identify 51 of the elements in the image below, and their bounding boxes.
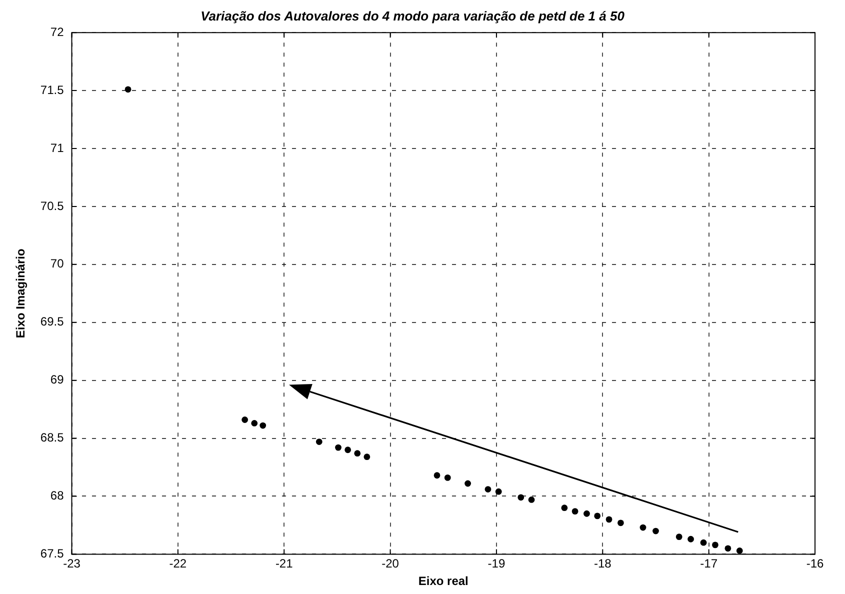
point bbox=[260, 422, 266, 429]
point bbox=[688, 536, 694, 542]
y-tick-label: 70 bbox=[50, 256, 64, 271]
x-tick-label: -23 bbox=[63, 556, 81, 571]
y-tick-label: 70.5 bbox=[40, 198, 64, 213]
point bbox=[652, 528, 659, 534]
point bbox=[617, 520, 624, 526]
x-tick-label: -19 bbox=[488, 556, 506, 571]
y-tick-label: 72 bbox=[50, 24, 64, 39]
point bbox=[572, 508, 578, 515]
point bbox=[464, 480, 471, 487]
point bbox=[606, 516, 612, 523]
point bbox=[354, 450, 361, 457]
x-tick-label: -21 bbox=[275, 556, 294, 571]
y-tick-label: 69 bbox=[50, 372, 64, 387]
point bbox=[251, 420, 258, 426]
x-axis-title: Eixo real bbox=[418, 574, 468, 588]
point bbox=[316, 438, 322, 445]
point bbox=[594, 512, 601, 520]
x-tick-label: -22 bbox=[169, 556, 187, 571]
y-tick-label: 68 bbox=[50, 488, 64, 503]
point bbox=[242, 416, 248, 423]
point bbox=[528, 496, 535, 503]
point bbox=[700, 539, 707, 546]
point bbox=[561, 504, 568, 512]
point bbox=[712, 542, 718, 548]
point bbox=[736, 548, 743, 554]
x-tick-label: -20 bbox=[382, 556, 400, 571]
x-tick-label: -17 bbox=[700, 556, 718, 571]
point bbox=[124, 86, 132, 93]
point bbox=[364, 454, 370, 460]
y-tick-label: 68.5 bbox=[40, 430, 64, 445]
point bbox=[584, 510, 590, 517]
point bbox=[518, 494, 524, 501]
point bbox=[495, 488, 502, 495]
chart-title: Variação dos Autovalores do 4 modo para variação de petd de 1 á 50 bbox=[200, 8, 626, 24]
y-tick-label: 69.5 bbox=[40, 314, 64, 329]
point bbox=[724, 545, 732, 552]
point bbox=[434, 472, 440, 479]
y-axis-title: Eixo Imaginário bbox=[14, 248, 28, 338]
point bbox=[484, 486, 492, 492]
x-tick-label: -18 bbox=[594, 556, 612, 571]
point bbox=[676, 534, 682, 540]
y-tick-label: 67.5 bbox=[40, 546, 64, 561]
point bbox=[444, 474, 451, 481]
y-tick-label: 71.5 bbox=[40, 82, 64, 97]
y-tick-label: 71 bbox=[50, 140, 64, 155]
point bbox=[640, 524, 646, 531]
point bbox=[344, 446, 352, 454]
point bbox=[335, 444, 342, 451]
x-tick-label: -16 bbox=[806, 556, 824, 571]
